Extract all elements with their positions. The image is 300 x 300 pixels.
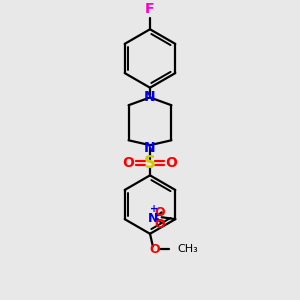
Text: N: N bbox=[144, 90, 156, 104]
Text: N: N bbox=[148, 212, 158, 225]
Text: CH₃: CH₃ bbox=[177, 244, 198, 254]
Text: F: F bbox=[145, 2, 155, 16]
Text: O: O bbox=[166, 156, 177, 170]
Text: +: + bbox=[150, 204, 158, 214]
Text: N: N bbox=[144, 141, 156, 155]
Text: S: S bbox=[144, 154, 156, 172]
Text: O: O bbox=[123, 156, 134, 170]
Text: O: O bbox=[150, 243, 160, 256]
Text: O: O bbox=[154, 206, 165, 219]
Text: O: O bbox=[154, 218, 165, 230]
Text: -: - bbox=[158, 216, 162, 226]
